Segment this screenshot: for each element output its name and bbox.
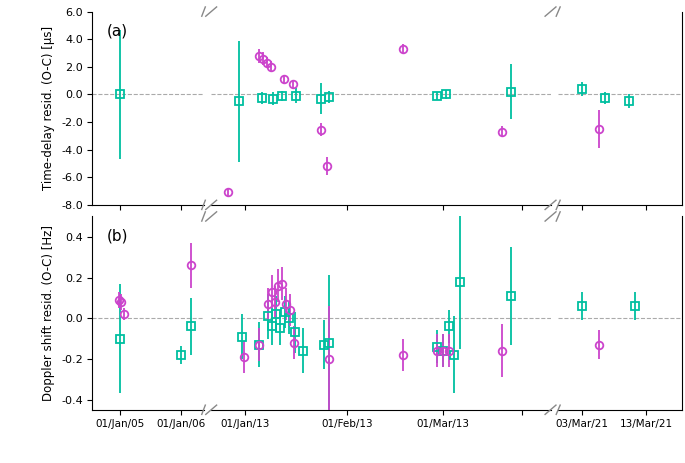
Y-axis label: Time-delay resid. (O-C) [μs]: Time-delay resid. (O-C) [μs]	[42, 26, 55, 190]
Text: (a): (a)	[107, 23, 128, 38]
Y-axis label: Doppler shift resid. (O-C) [Hz]: Doppler shift resid. (O-C) [Hz]	[42, 225, 55, 401]
Text: (b): (b)	[107, 228, 128, 243]
